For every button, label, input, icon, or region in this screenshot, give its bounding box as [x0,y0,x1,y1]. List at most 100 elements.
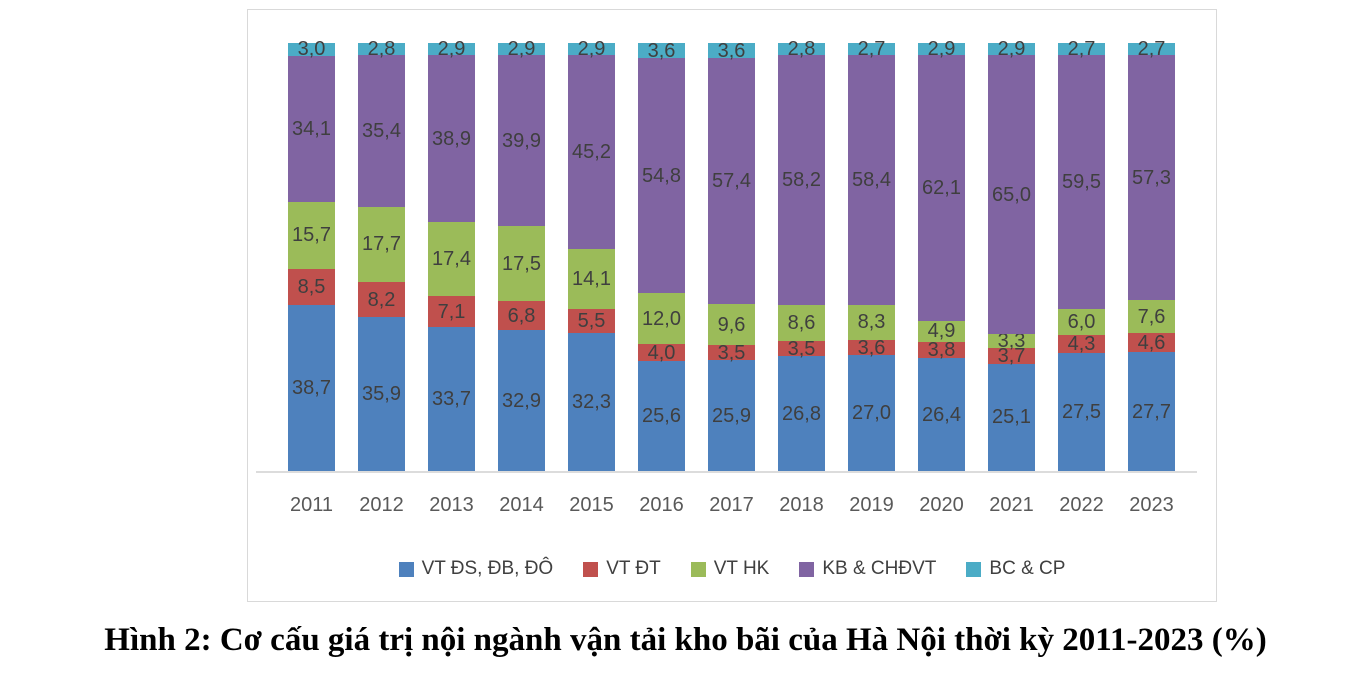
bar-segment-label: 27,0 [852,402,891,425]
bar-segment: 3,5 [708,342,755,364]
bar-segment-label: 25,6 [642,405,681,428]
bar-segment: 3,8 [918,339,965,361]
bar-column-2013: 33,7 7,1 17,4 38,9 2,9 [428,38,475,471]
x-axis-label: 2021 [989,494,1034,516]
x-axis-label: 2018 [779,494,824,516]
bar-segment-label: 17,4 [432,248,471,271]
bar-segment: 27,5 [1058,353,1105,471]
bar-segment-label: 2,8 [787,38,816,61]
x-axis-label: 2011 [289,494,334,516]
bar-segment-label: 2,9 [997,38,1026,61]
bar-segment: 12,0 [638,292,685,345]
bar-segment: 9,6 [708,304,755,346]
bar-segment-label: 35,4 [362,119,401,142]
legend-swatch-icon [799,561,815,577]
bar-segment: 59,5 [1058,54,1105,310]
bar-segment: 8,6 [778,304,825,342]
bar-segment-label: 7,1 [437,300,466,323]
bar-segment: 4,6 [1128,331,1175,354]
bar-segment: 26,8 [778,356,825,471]
bar-segment: 14,1 [568,248,615,310]
bar-segment-label: 14,1 [572,268,611,291]
bar-segment: 39,9 [498,55,545,227]
bar-segment-label: 32,9 [502,389,541,412]
bar-segment: 38,7 [288,305,335,471]
bar-segment: 25,9 [708,360,755,471]
bar-segment-label: 26,4 [922,403,961,426]
legend-label: BC & CP [989,558,1066,579]
bar-segment-label: 3,0 [297,38,326,61]
bar-segment: 3,6 [638,40,685,62]
bar-segment-label: 54,8 [642,164,681,187]
bar-segment: 54,8 [638,58,685,293]
bar-segment: 34,1 [288,55,335,202]
bar-segment-label: 6,0 [1067,311,1096,334]
chart-frame: 38,7 8,5 15,7 34,1 3,0 35,9 8,2 17,7 35,4 2,8 33,7… [247,9,1217,602]
bar-segment: 3,3 [988,330,1035,352]
bar-segment-label: 3,6 [647,39,676,62]
bar-segment-label: 12,0 [642,307,681,330]
x-axis-label: 2019 [849,494,894,516]
bar-segment: 62,1 [918,55,965,321]
bar-segment-label: 3,6 [857,336,886,359]
bar-segment-label: 3,5 [787,337,816,360]
bar-segment-label: 2,8 [367,38,396,60]
bar-segment-label: 62,1 [922,176,961,199]
legend-label: KB & CHĐVT [822,558,937,579]
bar-segment-label: 34,1 [292,117,331,140]
bar-segment: 45,2 [568,55,615,249]
bar-segment: 3,6 [708,40,755,62]
bar-column-2021: 25,1 3,7 3,3 65,0 2,9 [988,38,1035,471]
legend-item: VT ĐT [583,558,661,580]
legend-label: VT ĐS, ĐB, ĐÔ [421,558,554,579]
bar-segment-label: 4,6 [1137,331,1166,354]
bar-segment: 2,8 [358,38,405,60]
bar-segment: 57,3 [1128,55,1175,301]
bar-segment-label: 3,7 [997,344,1026,367]
bar-segment-label: 2,9 [507,38,536,61]
bar-segment: 6,0 [1058,309,1105,335]
bar-segment-label: 17,5 [502,252,541,275]
bar-segment-label: 59,5 [1062,170,1101,193]
bar-segment-label: 65,0 [992,183,1031,206]
bar-segment: 6,8 [498,301,545,331]
legend-swatch-icon [690,561,706,577]
bar-segment: 38,9 [428,55,475,222]
legend-item: VT HK [690,558,769,580]
bar-segment-label: 32,3 [572,390,611,413]
bar-segment: 15,7 [288,201,335,269]
bar-segment: 65,0 [988,55,1035,334]
bar-column-2022: 27,5 4,3 6,0 59,5 2,7 [1058,38,1105,471]
bar-segment-label: 2,7 [857,37,886,60]
x-axis-label: 2022 [1059,494,1104,516]
bar-segment-label: 38,9 [432,127,471,150]
bar-segment: 2,7 [1128,38,1175,60]
bar-segment: 17,4 [428,221,475,297]
x-axis-label: 2023 [1129,494,1174,516]
legend: VT ĐS, ĐB, ĐÔ VT ĐT VT HK KB & CHĐVT BC & CP [248,558,1216,580]
bar-segment: 58,2 [778,55,825,305]
bar-segment-label: 9,6 [717,313,746,336]
x-axis-label: 2012 [359,494,404,516]
bar-segment: 57,4 [708,58,755,305]
x-axis-label: 2017 [709,494,754,516]
bar-segment-label: 2,9 [577,38,606,61]
legend-swatch-icon [583,561,599,577]
bar-segment-label: 3,3 [997,329,1026,352]
bar-segment: 27,7 [1128,352,1175,471]
bar-segment-label: 5,5 [577,310,606,332]
x-axis-label: 2013 [429,494,474,516]
bar-segment-label: 8,2 [367,288,396,311]
bar-segment-label: 2,9 [437,38,466,61]
bar-segment-label: 25,1 [992,406,1031,429]
bar-segment-label: 6,8 [507,304,536,327]
bar-segment-label: 39,9 [502,129,541,152]
bar-segment-label: 35,9 [362,383,401,406]
bar-segment-label: 27,7 [1132,400,1171,423]
bar-segment: 2,9 [498,38,545,60]
x-axis-label: 2016 [639,494,684,516]
bar-segment: 35,4 [358,55,405,207]
bar-segment: 2,9 [988,38,1035,60]
bar-segment: 58,4 [848,54,895,305]
